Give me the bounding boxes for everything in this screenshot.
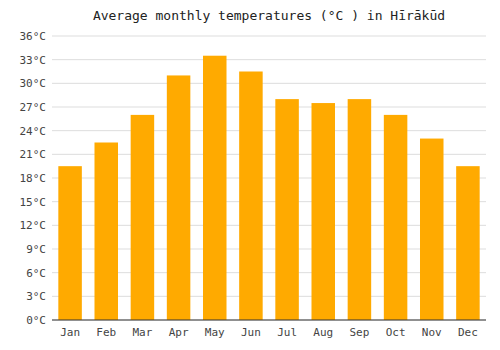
y-tick-label: 15°C xyxy=(20,196,47,209)
y-tick-label: 3°C xyxy=(26,290,46,303)
y-tick-label: 24°C xyxy=(20,125,47,138)
title: Average monthly temperatures (°C ) in Hī… xyxy=(93,8,445,23)
x-tick-label: Sep xyxy=(349,326,369,339)
bar xyxy=(456,166,480,320)
grid-line xyxy=(52,130,486,131)
x-tick-label: Aug xyxy=(313,326,333,339)
y-tick-label: 12°C xyxy=(20,219,47,232)
y-tick-label: 21°C xyxy=(20,148,47,161)
x-tick-label: Jul xyxy=(277,326,297,339)
bar xyxy=(275,99,299,320)
grid-line xyxy=(52,83,486,84)
y-tick-label: 9°C xyxy=(26,243,46,256)
x-tick-label: Mar xyxy=(132,326,152,339)
y-tick-label: 18°C xyxy=(20,172,47,185)
grid-line xyxy=(52,107,486,108)
x-tick-label: Jan xyxy=(60,326,80,339)
bar xyxy=(94,143,118,321)
bar xyxy=(420,139,444,320)
x-tick-label: May xyxy=(205,326,225,339)
grid-line xyxy=(52,59,486,60)
x-tick-label: Dec xyxy=(458,326,478,339)
bar xyxy=(58,166,82,320)
x-tick-label: Nov xyxy=(422,326,442,339)
y-tick-label: 36°C xyxy=(20,30,47,43)
bar xyxy=(167,75,191,320)
chart: 0°C 3°C 6°C 9°C 12°C 15°C 18°C 21°C 24°C 27°C 30°C… xyxy=(0,0,500,350)
grid xyxy=(52,36,486,320)
bars xyxy=(58,56,479,320)
bar xyxy=(131,115,155,320)
y-tick-label: 27°C xyxy=(20,101,47,114)
grid-line xyxy=(52,320,486,321)
y-tick-label: 30°C xyxy=(20,77,47,90)
x-tick-label: Apr xyxy=(169,326,189,339)
x-axis-line xyxy=(52,320,486,321)
bar xyxy=(384,115,408,320)
grid-line xyxy=(52,36,486,37)
y-tick-label: 0°C xyxy=(26,314,46,327)
bar xyxy=(203,56,227,320)
bar xyxy=(239,72,263,321)
x-tick-label: Feb xyxy=(96,326,116,339)
y-tick-label: 6°C xyxy=(26,267,46,280)
bar xyxy=(348,99,372,320)
bar xyxy=(311,103,335,320)
x-tick-label: Jun xyxy=(241,326,261,339)
y-tick-label: 33°C xyxy=(20,54,47,67)
x-tick-label: Oct xyxy=(386,326,406,339)
